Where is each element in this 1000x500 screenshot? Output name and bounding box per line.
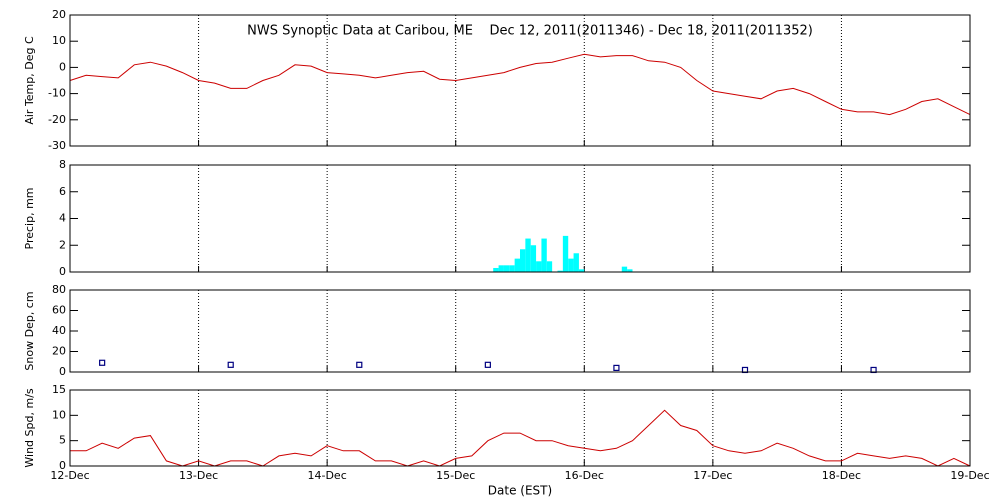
bar <box>557 270 563 272</box>
bar <box>546 261 553 272</box>
y-axis-label: Snow Dep, cm <box>23 291 36 370</box>
bar <box>530 245 537 272</box>
y-tick-label: 10 <box>52 34 66 47</box>
point <box>356 361 363 368</box>
chart-title: NWS Synoptic Data at Caribou, ME Dec 12,… <box>247 24 813 39</box>
x-tick-label: 15-Dec <box>436 469 475 482</box>
point <box>227 361 234 368</box>
x-tick-label: 13-Dec <box>179 469 218 482</box>
point <box>613 364 620 371</box>
bar <box>514 258 520 272</box>
y-tick-label: 5 <box>59 434 66 447</box>
data-line <box>69 53 971 116</box>
plot-frame <box>69 389 971 467</box>
x-tick-label: 12-Dec <box>50 469 89 482</box>
y-tick-label: 0 <box>59 60 66 73</box>
bar <box>573 253 579 272</box>
y-tick-label: 0 <box>59 365 66 378</box>
y-tick-label: 20 <box>52 8 66 21</box>
point <box>484 361 491 368</box>
bar <box>568 258 574 272</box>
point <box>99 359 106 366</box>
x-tick-label: 17-Dec <box>693 469 732 482</box>
y-tick-label: 80 <box>52 283 66 296</box>
y-axis-label: Precip, mm <box>23 188 36 250</box>
bar <box>621 266 628 272</box>
bar <box>498 265 504 272</box>
y-tick-label: 2 <box>59 238 66 251</box>
y-tick-label: 0 <box>59 265 66 278</box>
x-tick-label: 19-Dec <box>950 469 989 482</box>
bar <box>541 238 547 272</box>
bar <box>503 265 510 272</box>
y-tick-label: 40 <box>52 324 66 337</box>
y-tick-label: 6 <box>59 185 66 198</box>
y-tick-label: -20 <box>48 113 66 126</box>
bar <box>520 249 526 272</box>
bar <box>525 238 531 272</box>
y-tick-label: 15 <box>52 383 66 396</box>
y-tick-label: 20 <box>52 345 66 358</box>
plot-frame <box>69 14 971 147</box>
y-axis-label: Wind Spd, m/s <box>23 388 36 468</box>
y-axis-label: Air Temp, Deg C <box>23 36 36 125</box>
y-tick-label: 10 <box>52 408 66 421</box>
plot-frame <box>69 289 971 373</box>
y-tick-label: 60 <box>52 304 66 317</box>
x-tick-label: 18-Dec <box>822 469 861 482</box>
y-tick-label: 8 <box>59 158 66 171</box>
y-tick-label: 0 <box>59 459 66 472</box>
x-tick-label: 14-Dec <box>308 469 347 482</box>
bar <box>536 261 542 272</box>
x-tick-label: 16-Dec <box>565 469 604 482</box>
y-tick-label: -10 <box>48 87 66 100</box>
bar <box>509 265 515 272</box>
bar <box>627 269 633 272</box>
bar <box>562 235 569 272</box>
data-line <box>70 409 971 467</box>
bar <box>578 269 585 272</box>
plot-frame <box>69 164 971 273</box>
y-tick-label: -30 <box>48 139 66 152</box>
bar <box>493 267 499 272</box>
y-tick-label: 4 <box>59 212 66 225</box>
x-axis-label: Date (EST) <box>488 484 552 498</box>
